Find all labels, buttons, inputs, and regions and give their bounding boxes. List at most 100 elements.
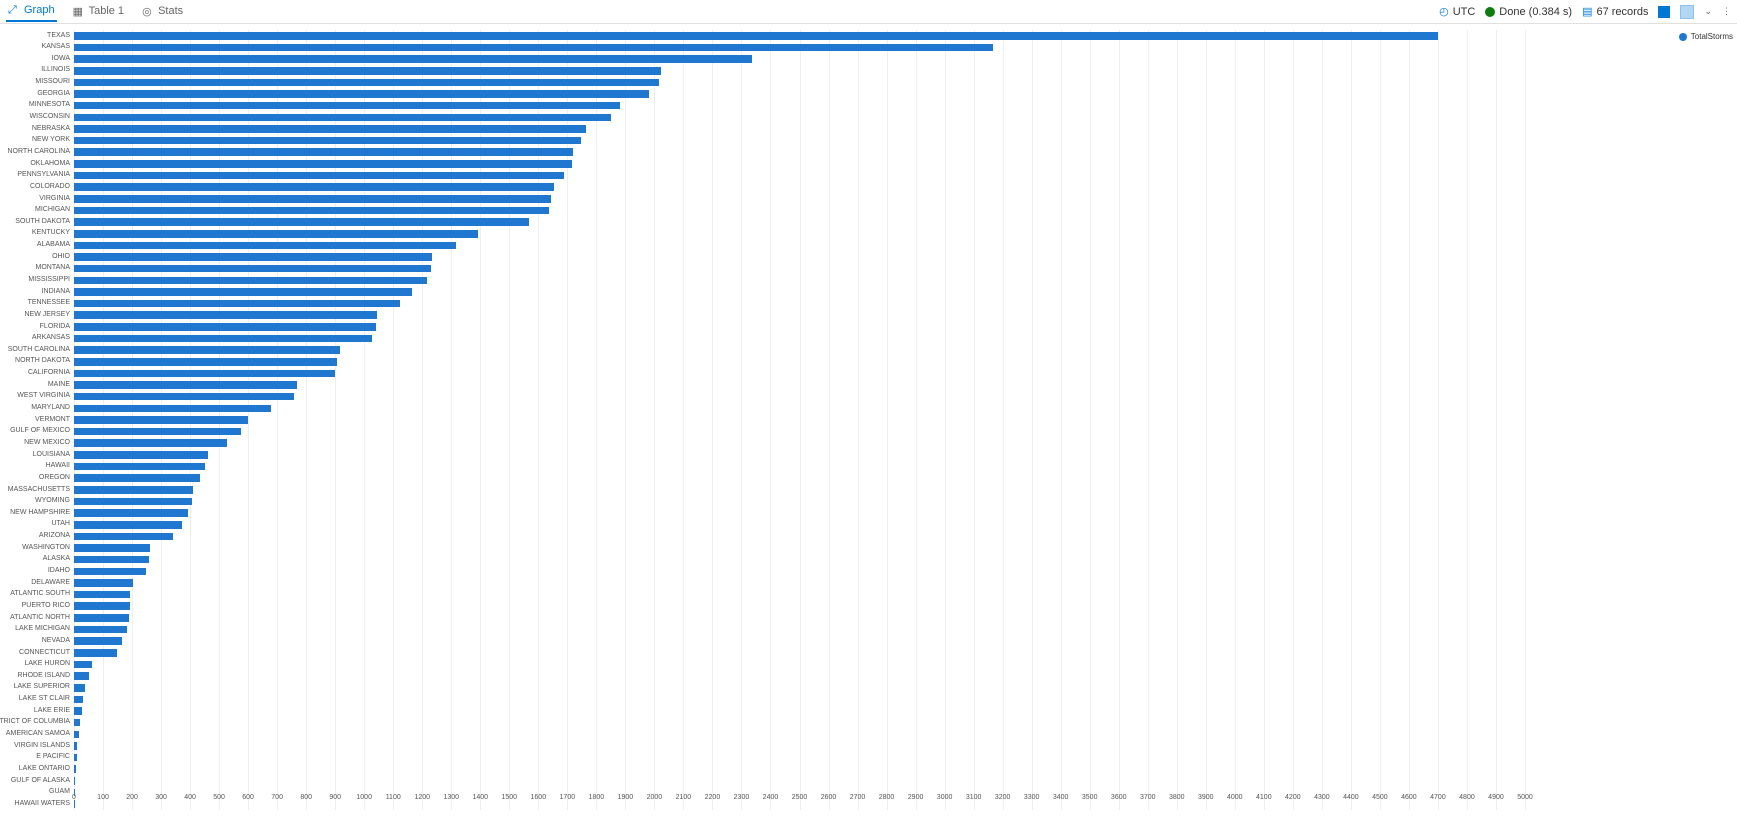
bar[interactable] [74,568,146,576]
bar[interactable] [74,32,1438,40]
utc-indicator[interactable]: ◴ UTC [1439,5,1475,18]
x-tick-label: 300 [155,794,167,801]
bar[interactable] [74,335,372,343]
x-tick-label: 4500 [1372,794,1388,801]
bar[interactable] [74,277,427,285]
bar-row: ILLINOIS [74,65,661,77]
bar[interactable] [74,288,412,296]
bar[interactable] [74,451,208,459]
bar[interactable] [74,614,129,622]
bar-row: MISSOURI [74,77,659,89]
bar[interactable] [74,102,620,110]
bar-label: MONTANA [36,263,74,274]
bar[interactable] [74,148,573,156]
bar[interactable] [74,405,271,413]
bar[interactable] [74,44,993,52]
bar-label: RHODE ISLAND [17,671,74,682]
bar[interactable] [74,684,85,692]
bar[interactable] [74,777,75,785]
bar-label: WYOMING [35,496,74,507]
bar[interactable] [74,591,130,599]
tab-graph[interactable]: ⤢Graph [6,2,57,22]
bar[interactable] [74,661,92,669]
bar[interactable] [74,253,432,261]
bar[interactable] [74,160,572,168]
bar[interactable] [74,672,89,680]
bar[interactable] [74,626,127,634]
bar-label: DISTRICT OF COLUMBIA [0,717,74,728]
bar[interactable] [74,498,192,506]
bar[interactable] [74,765,76,773]
bar[interactable] [74,230,478,238]
bar-row: GULF OF ALASKA [74,775,75,787]
record-count: ▤ 67 records [1582,5,1648,18]
bar[interactable] [74,218,529,226]
bar[interactable] [74,474,200,482]
x-tick-label: 1700 [560,794,576,801]
bar[interactable] [74,346,340,354]
bar[interactable] [74,381,297,389]
tab-stats[interactable]: ◎Stats [140,2,185,22]
bar[interactable] [74,370,335,378]
bar[interactable] [74,707,82,715]
bar[interactable] [74,428,241,436]
tab-table[interactable]: ▦Table 1 [71,2,126,22]
bar[interactable] [74,90,649,98]
x-tick-label: 1000 [356,794,372,801]
bar[interactable] [74,183,554,191]
bar[interactable] [74,137,581,145]
bar[interactable] [74,114,611,122]
bar[interactable] [74,463,205,471]
bar[interactable] [74,67,661,75]
bar[interactable] [74,637,122,645]
bar[interactable] [74,55,752,63]
bar[interactable] [74,323,376,331]
bar-label: E PACIFIC [36,752,74,763]
x-tick-label: 600 [242,794,254,801]
x-tick-label: 1300 [443,794,459,801]
bar[interactable] [74,754,77,762]
bar[interactable] [74,696,83,704]
bar[interactable] [74,79,659,87]
bar[interactable] [74,393,294,401]
bar-label: NEW YORK [32,135,74,146]
x-tick-label: 3000 [937,794,953,801]
gridline [1322,30,1323,810]
bar[interactable] [74,416,248,424]
bar[interactable] [74,579,133,587]
bar[interactable] [74,439,227,447]
bar[interactable] [74,265,431,273]
bar[interactable] [74,172,564,180]
more-icon[interactable]: ⋮ [1722,6,1731,17]
bar-row: SOUTH DAKOTA [74,216,529,228]
bar-row: OKLAHOMA [74,158,572,170]
bar[interactable] [74,544,150,552]
bar[interactable] [74,311,377,319]
bar[interactable] [74,719,80,727]
bar-label: KANSAS [42,42,74,53]
bar-label: ARIZONA [39,531,74,542]
bar[interactable] [74,207,549,215]
bar[interactable] [74,509,188,517]
bar[interactable] [74,125,586,133]
bar[interactable] [74,521,182,529]
bar[interactable] [74,556,149,564]
bar[interactable] [74,358,337,366]
bar[interactable] [74,486,193,494]
bar[interactable] [74,300,400,308]
bar-row: ALABAMA [74,240,456,252]
bar[interactable] [74,731,79,739]
chevron-down-icon[interactable]: ⌄ [1704,6,1712,17]
x-tick-label: 4000 [1227,794,1243,801]
bar-row: RHODE ISLAND [74,670,89,682]
bar[interactable] [74,195,551,203]
bar[interactable] [74,742,77,750]
bar-row: GEORGIA [74,88,649,100]
bar[interactable] [74,242,456,250]
bar[interactable] [74,602,130,610]
bar[interactable] [74,533,173,541]
bar[interactable] [74,649,117,657]
view-dropdown[interactable] [1680,5,1694,19]
bar-label: INDIANA [42,287,74,298]
color-square-button[interactable] [1658,6,1670,18]
